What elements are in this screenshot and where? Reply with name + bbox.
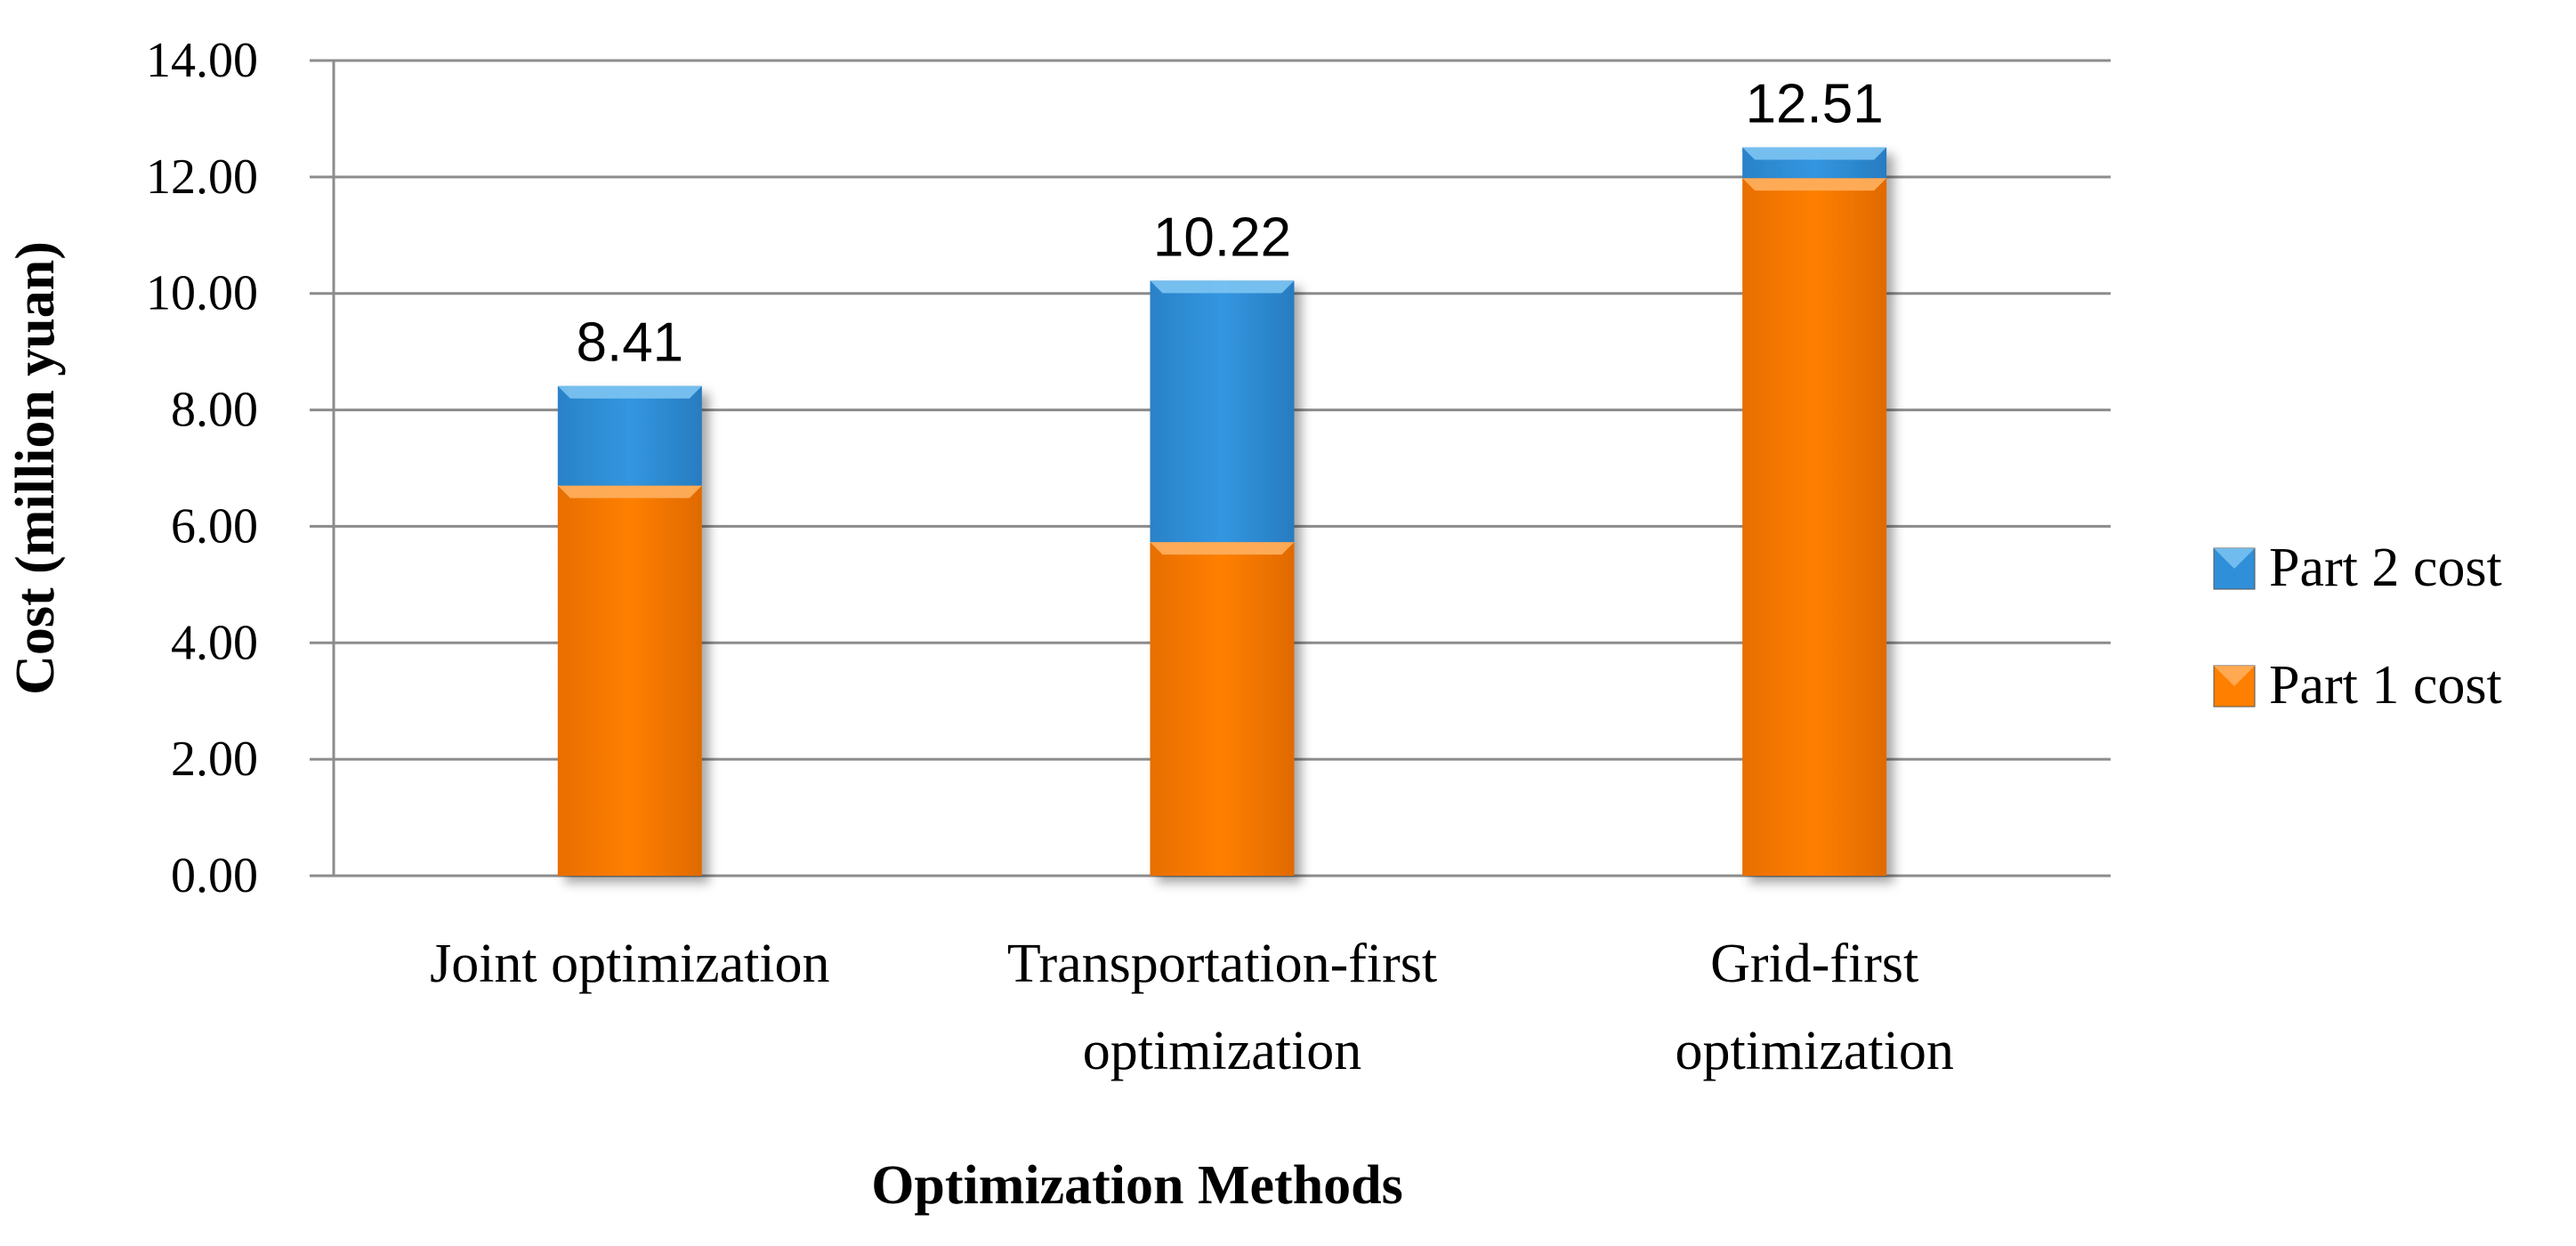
bar-segment-part-2-cost <box>1150 280 1295 543</box>
y-tick-label: 10.00 <box>146 266 258 321</box>
x-tick-label: optimization <box>1675 1021 1953 1081</box>
y-tick-label: 0.00 <box>171 848 258 903</box>
y-tick-label: 6.00 <box>171 498 258 554</box>
y-tick-label: 8.00 <box>171 383 258 438</box>
legend: Part 2 cost Part 1 cost <box>2213 538 2502 716</box>
bar-segment-bevel <box>1742 178 1887 191</box>
x-tick-label: Joint optimization <box>430 934 829 994</box>
x-axis-title: Optimization Methods <box>871 1155 1403 1216</box>
bar-segment-bevel <box>1742 147 1887 160</box>
bar-segment-part-2-cost <box>557 385 702 486</box>
x-tick-labels: Joint optimization Transportation-first op… <box>430 934 1954 1081</box>
bar-stack <box>557 385 702 876</box>
bar-segment-bevel <box>1150 542 1295 555</box>
bar-segment-bevel <box>557 485 702 498</box>
bar-total-label: 8.41 <box>576 312 683 374</box>
y-tick-label: 14.00 <box>146 33 258 88</box>
bar-total-label: 10.22 <box>1153 206 1291 268</box>
bar-segment-part-1-cost <box>1150 542 1295 876</box>
y-tick-label: 2.00 <box>171 732 258 787</box>
y-tick-label: 4.00 <box>171 615 258 670</box>
bar-segment-bevel <box>1150 280 1295 294</box>
x-tick-label: optimization <box>1083 1021 1361 1081</box>
bar-segment-bevel <box>557 385 702 399</box>
legend-swatch-bevel <box>2214 548 2255 569</box>
x-tick-label: Grid-first <box>1710 934 1918 994</box>
bar-stack <box>1742 147 1887 876</box>
y-axis-title: Cost (million yuan) <box>5 241 66 695</box>
bar-segment-part-1-cost <box>557 485 702 876</box>
y-tick-label: 12.00 <box>146 150 258 205</box>
legend-swatch-bevel <box>2214 666 2255 686</box>
legend-label: Part 1 cost <box>2269 655 2502 716</box>
x-tick-label: Transportation-first <box>1007 934 1437 994</box>
bars: 8.41 10.22 12.51 <box>557 73 1887 876</box>
legend-label: Part 2 cost <box>2269 538 2502 598</box>
y-tick-labels: 0.00 2.00 4.00 6.00 8.00 10.00 12.00 14.00 <box>146 33 258 903</box>
bar-segment-part-1-cost <box>1742 178 1887 876</box>
bar-total-label: 12.51 <box>1746 73 1884 134</box>
bar-stack <box>1150 280 1295 876</box>
